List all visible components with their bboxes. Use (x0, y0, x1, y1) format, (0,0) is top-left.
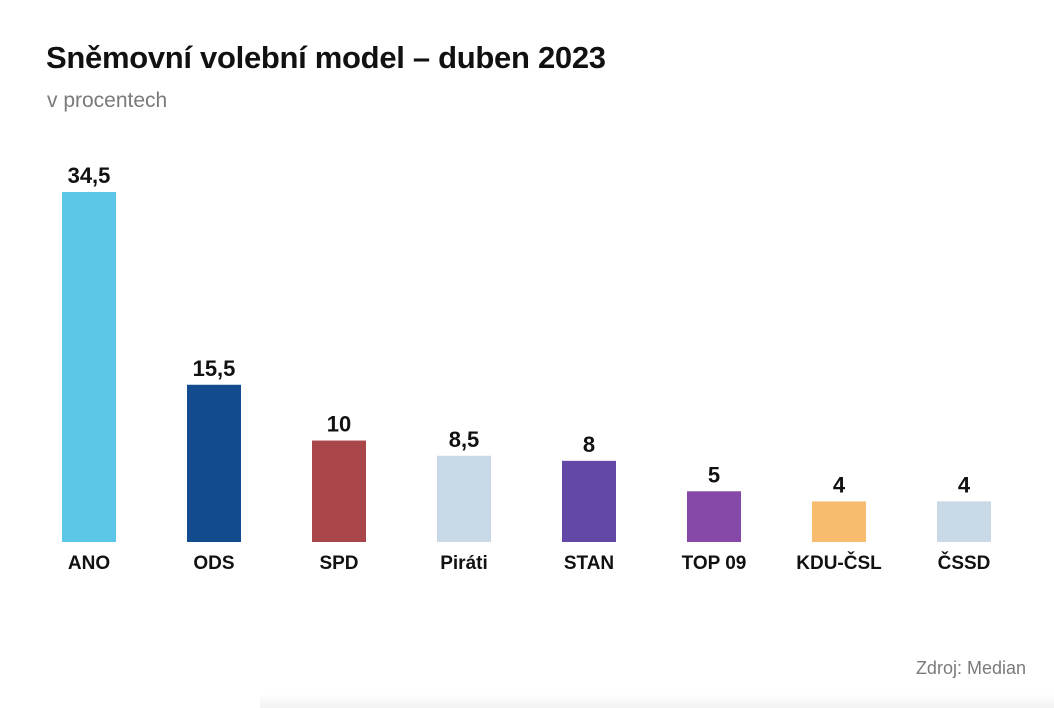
category-label: TOP 09 (682, 553, 747, 574)
bar-0 (62, 192, 116, 542)
category-label: STAN (564, 553, 614, 574)
category-label: ODS (193, 553, 234, 574)
bar-value-label: 34,5 (68, 163, 111, 188)
bar-5 (687, 491, 741, 542)
category-label: SPD (319, 553, 358, 574)
source-note: Zdroj: Median (915, 658, 1026, 678)
category-label: KDU-ČSL (796, 552, 882, 574)
bar-value-label: 4 (833, 472, 846, 497)
category-label: Piráti (440, 553, 488, 574)
chart-subtitle: v procentech (47, 89, 168, 112)
bar-value-label: 15,5 (193, 356, 236, 381)
bar-6 (812, 501, 866, 542)
bottom-shadow (260, 694, 1054, 708)
bar-7 (937, 501, 991, 542)
bar-value-label: 8,5 (449, 427, 480, 452)
bar-value-label: 5 (708, 462, 720, 487)
bar-value-label: 10 (327, 412, 351, 437)
category-label: ANO (68, 553, 110, 574)
bar-4 (562, 460, 616, 542)
bar-1 (187, 384, 241, 542)
bar-value-label: 4 (958, 472, 971, 497)
bar-3 (437, 455, 491, 542)
bar-value-label: 8 (583, 432, 595, 457)
chart-title: Sněmovní volební model – duben 2023 (46, 40, 606, 75)
bar-2 (312, 440, 366, 542)
category-label: ČSSD (938, 552, 991, 574)
